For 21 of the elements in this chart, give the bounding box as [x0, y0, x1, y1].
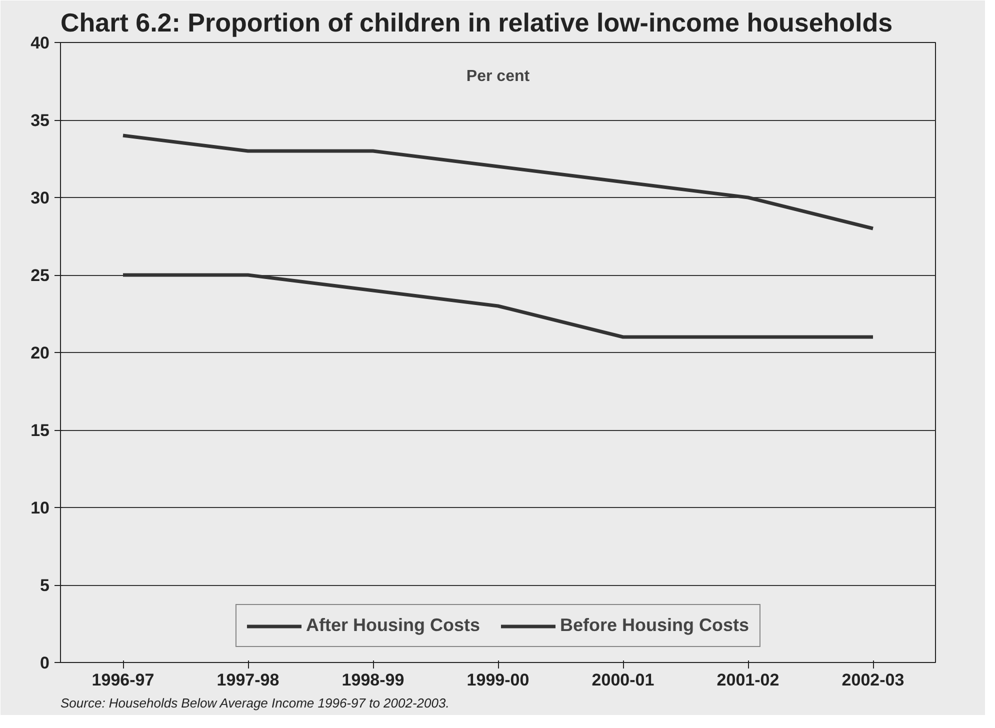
y-tick-label: 25	[30, 266, 50, 285]
y-tick-label: 40	[30, 34, 50, 52]
x-tick-label: 2002-03	[842, 670, 904, 690]
y-tick-label: 15	[30, 421, 50, 440]
chart-title: Chart 6.2: Proportion of children in relative low-income households	[60, 8, 893, 38]
y-tick-label: 0	[40, 654, 50, 672]
y-tick-label: 35	[30, 111, 50, 130]
x-tick-label: 2000-01	[592, 670, 654, 690]
y-tick-label: 5	[40, 576, 50, 595]
x-tick-label: 2001-02	[716, 670, 780, 690]
legend-label: After Housing Costs	[306, 615, 480, 636]
x-tick-label: 1999-00	[466, 670, 530, 690]
x-tick-label: 1998-99	[342, 670, 404, 690]
x-tick-label: 1996-97	[92, 670, 154, 690]
y-tick-label: 10	[30, 498, 50, 518]
source-note: Source: Households Below Average Income 1996-97 to 2002-2003.	[60, 696, 450, 710]
y-tick-label: 20	[30, 344, 50, 362]
annotation: Per cent	[466, 68, 530, 86]
x-tick-label: 1997-98	[216, 670, 280, 690]
y-tick-label: 30	[30, 188, 50, 208]
legend-label: Before Housing Costs	[560, 615, 750, 636]
